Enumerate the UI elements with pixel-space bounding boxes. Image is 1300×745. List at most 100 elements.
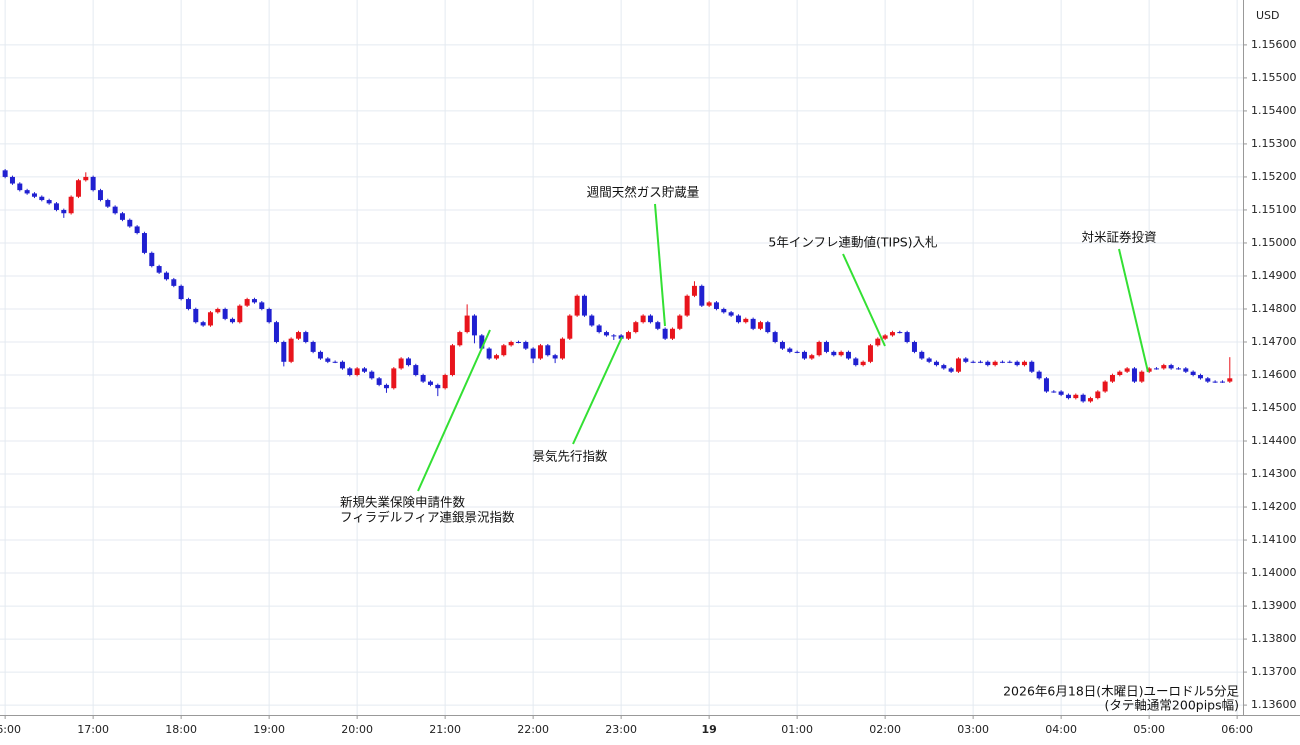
candle-body (662, 328, 668, 339)
candle-body (317, 351, 323, 359)
candle-body (420, 374, 426, 382)
candle-body (215, 308, 221, 313)
y-tick-label: 1.14400 (1251, 434, 1297, 447)
candle-body (61, 209, 67, 214)
candle-body (581, 295, 587, 316)
candle-body (845, 351, 851, 359)
annotation-connector (654, 203, 666, 327)
candle-body (2, 170, 8, 177)
candle-body (479, 335, 485, 349)
y-tick-label: 1.14800 (1251, 302, 1297, 315)
candle-body (435, 384, 441, 389)
candle-body (251, 299, 257, 303)
candle-body (809, 355, 815, 359)
candle-body (1139, 371, 1145, 382)
candle-body (647, 315, 653, 323)
candle-body (207, 312, 213, 326)
candle-body (193, 308, 199, 323)
candle-body (772, 332, 778, 342)
candle-body (838, 351, 844, 356)
candle-body (970, 361, 976, 363)
candle-body (127, 219, 133, 227)
candle-body (222, 308, 228, 319)
candle-body (823, 341, 829, 352)
candle-body (750, 318, 756, 329)
candle-body (801, 351, 807, 359)
annotation-connector (417, 329, 491, 492)
candle-body (574, 295, 580, 316)
candle-body (53, 203, 59, 210)
candle-body (97, 190, 103, 201)
candle-body (1117, 371, 1123, 375)
candle-body (1102, 381, 1108, 392)
candle-body (1175, 368, 1181, 370)
candle-body (867, 345, 873, 362)
y-tick-label: 1.15500 (1251, 71, 1297, 84)
candle-body (347, 368, 353, 375)
candle-body (486, 348, 492, 359)
candle-body (933, 361, 939, 366)
candle-body (149, 252, 155, 267)
candle-body (977, 361, 983, 363)
candle-body (1161, 365, 1167, 369)
y-tick-label: 1.13900 (1251, 599, 1297, 612)
candle-body (765, 322, 771, 333)
candle-body (178, 285, 184, 300)
y-tick-label: 1.14000 (1251, 566, 1297, 579)
candles (2, 169, 1233, 403)
candle-body (288, 338, 294, 362)
annotation-text: フィラデルフィア連銀景況指数 (340, 510, 515, 525)
candle-body (955, 358, 961, 372)
candle-body (735, 315, 741, 323)
candle-body (376, 378, 382, 385)
candle-body (911, 341, 917, 352)
candle-body (1080, 394, 1086, 402)
x-tick-label: 02:00 (869, 723, 901, 736)
candle-body (325, 358, 331, 362)
candle-body (339, 361, 345, 369)
x-tick-label: 23:00 (605, 723, 637, 736)
candle-body (677, 315, 683, 329)
annotation-connector (842, 253, 886, 347)
candle-body (9, 176, 15, 184)
y-tick-label: 1.14900 (1251, 269, 1297, 282)
candle-body (1014, 361, 1020, 366)
candle-body (596, 325, 602, 333)
candle-body (1131, 368, 1137, 382)
candle-body (948, 368, 954, 372)
x-tick-label: 04:00 (1045, 723, 1077, 736)
candle-body (625, 332, 631, 339)
candle-body (1124, 368, 1130, 372)
y-tick-label: 1.15300 (1251, 137, 1297, 150)
candle-body (706, 302, 712, 306)
candle-body (1007, 361, 1013, 363)
candle-body (1183, 368, 1189, 372)
candle-body (875, 338, 881, 346)
candle-body (1036, 371, 1042, 379)
candle-body (332, 361, 338, 363)
candle-body (361, 368, 367, 372)
candle-body (713, 302, 719, 309)
candle-body (904, 332, 910, 342)
candle-body (1087, 398, 1093, 402)
x-tick-label: 01:00 (781, 723, 813, 736)
candle-body (1029, 361, 1035, 372)
axes: 1.15600 1.15500 1.15400 1.15300 1.15200 1.151… (0, 38, 1297, 736)
y-tick-label: 1.14700 (1251, 335, 1297, 348)
candle-body (515, 341, 521, 343)
candle-body (1219, 381, 1225, 383)
candle-body (68, 196, 74, 214)
x-tick-label: 20:00 (341, 723, 373, 736)
candle-body (926, 358, 932, 362)
candle-body (310, 341, 316, 352)
candle-body (655, 322, 661, 329)
x-tick-label: 19 (701, 723, 716, 736)
candle-body (611, 335, 617, 337)
candle-body (141, 233, 147, 253)
candle-body (105, 200, 111, 207)
candle-body (545, 345, 551, 356)
candle-body (171, 279, 177, 286)
candle-body (691, 285, 697, 296)
candle-body (684, 295, 690, 316)
